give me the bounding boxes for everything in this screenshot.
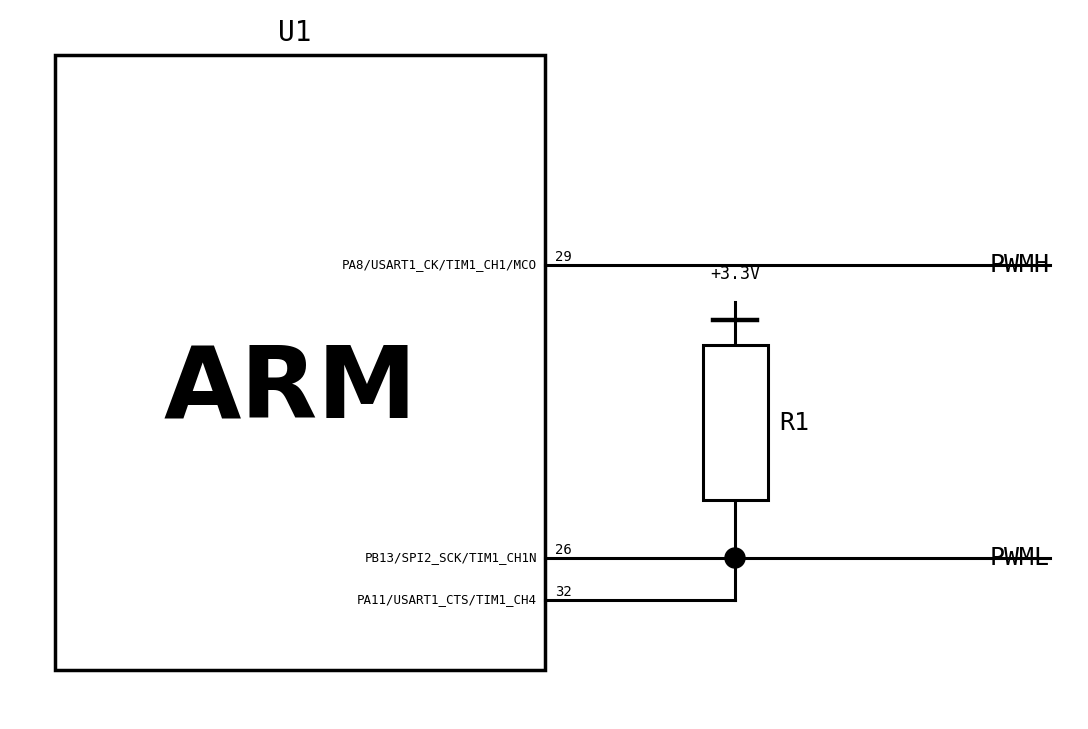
Text: PWML: PWML	[990, 546, 1050, 570]
Bar	[703, 345, 767, 500]
Text: PA8/USART1_CK/TIM1_CH1/MCO: PA8/USART1_CK/TIM1_CH1/MCO	[342, 259, 537, 271]
Text: 29: 29	[555, 250, 572, 264]
Text: R1: R1	[779, 410, 809, 434]
Text: PB13/SPI2_SCK/TIM1_CH1N: PB13/SPI2_SCK/TIM1_CH1N	[364, 552, 537, 564]
Bar	[55, 55, 545, 670]
Text: 32: 32	[555, 585, 572, 599]
Circle shape	[725, 548, 745, 568]
Text: PWMH: PWMH	[990, 253, 1050, 277]
Text: 26: 26	[555, 543, 572, 557]
Text: U1: U1	[279, 19, 312, 47]
Text: +3.3V: +3.3V	[710, 265, 761, 283]
Text: ARM: ARM	[163, 341, 417, 439]
Text: PA11/USART1_CTS/TIM1_CH4: PA11/USART1_CTS/TIM1_CH4	[357, 593, 537, 607]
